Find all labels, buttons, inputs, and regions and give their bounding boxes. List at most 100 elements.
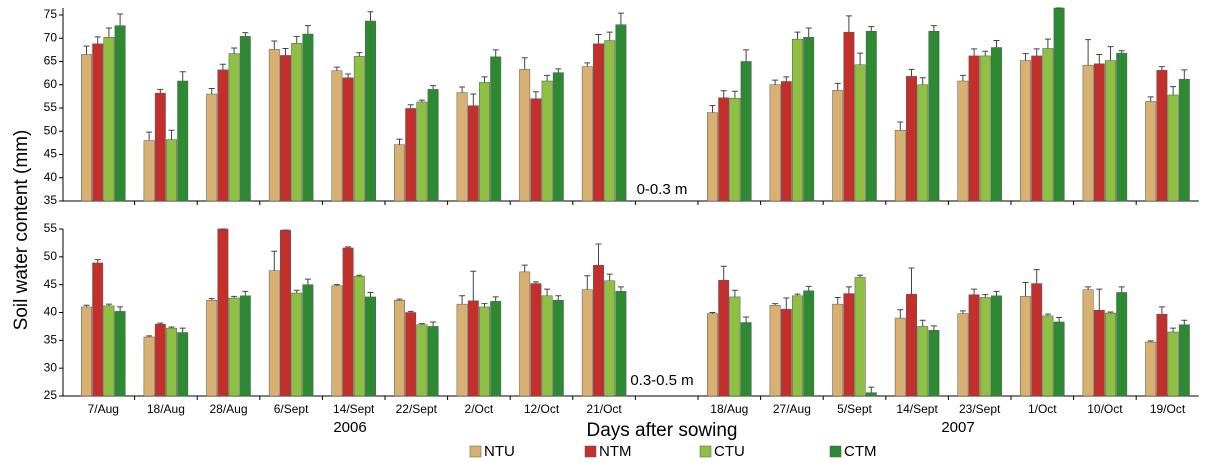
bar bbox=[707, 112, 718, 202]
error-bar bbox=[845, 286, 852, 294]
error-bar bbox=[1056, 317, 1063, 322]
bar bbox=[832, 303, 844, 397]
y-tick-label: 75 bbox=[44, 7, 58, 21]
bar bbox=[331, 70, 343, 202]
error-bar bbox=[606, 273, 613, 281]
bar bbox=[740, 61, 752, 202]
x-tick-label: 18/Aug bbox=[710, 402, 748, 416]
error-bar bbox=[179, 71, 186, 82]
bar bbox=[718, 279, 730, 397]
error-bar bbox=[179, 327, 186, 333]
bar bbox=[416, 324, 428, 397]
bar bbox=[427, 326, 439, 397]
error-bar bbox=[805, 27, 812, 38]
error-bar bbox=[709, 105, 716, 113]
error-bar bbox=[1085, 286, 1092, 290]
x-tick-label: 14/Sept bbox=[896, 402, 938, 416]
bar bbox=[917, 84, 929, 202]
y-tick-label: 35 bbox=[44, 333, 58, 347]
error-bar bbox=[117, 13, 124, 26]
bar bbox=[1093, 63, 1105, 202]
bar bbox=[917, 326, 929, 397]
error-bar bbox=[982, 50, 989, 56]
error-bar bbox=[157, 88, 164, 94]
error-bar bbox=[743, 49, 750, 62]
error-bar bbox=[1147, 340, 1154, 343]
error-bar bbox=[555, 295, 562, 301]
error-bar bbox=[595, 243, 602, 266]
bar bbox=[729, 296, 741, 397]
bar bbox=[114, 25, 126, 202]
bar bbox=[928, 330, 940, 397]
error-bar bbox=[356, 274, 363, 277]
legend-swatch bbox=[469, 445, 482, 458]
error-bar bbox=[105, 303, 112, 306]
error-bar bbox=[430, 85, 437, 90]
bar bbox=[519, 69, 531, 202]
bar bbox=[1020, 296, 1031, 397]
bar bbox=[843, 31, 855, 202]
y-tick-label: 30 bbox=[44, 360, 58, 374]
error-bar bbox=[271, 40, 278, 50]
error-bar bbox=[532, 91, 539, 99]
bar bbox=[1167, 331, 1179, 397]
bar bbox=[92, 43, 104, 202]
bar bbox=[769, 84, 781, 202]
bar bbox=[707, 313, 718, 397]
bar bbox=[353, 276, 365, 397]
error-bar bbox=[709, 312, 716, 314]
bar bbox=[268, 270, 280, 397]
bar bbox=[1082, 289, 1094, 397]
bar bbox=[843, 293, 855, 397]
bar bbox=[490, 56, 502, 202]
bar bbox=[615, 24, 627, 202]
bar bbox=[217, 228, 229, 397]
error-bar bbox=[868, 386, 875, 393]
bar bbox=[792, 38, 803, 202]
bar bbox=[81, 54, 92, 202]
bar bbox=[740, 322, 752, 397]
error-bar bbox=[908, 267, 915, 295]
error-bar bbox=[242, 32, 249, 37]
bar bbox=[1105, 60, 1116, 202]
error-bar bbox=[271, 250, 278, 271]
bar bbox=[906, 76, 917, 202]
bar bbox=[615, 291, 627, 397]
error-bar bbox=[794, 293, 801, 296]
bar bbox=[979, 55, 991, 202]
error-bar bbox=[930, 325, 937, 331]
x-tick-label: 14/Sept bbox=[333, 402, 375, 416]
bar bbox=[302, 33, 314, 202]
bar bbox=[1042, 48, 1054, 202]
year-label: 2007 bbox=[941, 419, 974, 436]
error-bar bbox=[481, 303, 488, 307]
bar bbox=[957, 80, 969, 202]
error-bar bbox=[897, 309, 904, 319]
error-bar bbox=[168, 129, 175, 140]
bar bbox=[593, 43, 604, 202]
error-bar bbox=[242, 290, 249, 296]
y-tick-label: 40 bbox=[44, 305, 58, 319]
bar bbox=[427, 89, 439, 202]
x-tick-label: 12/Oct bbox=[524, 402, 560, 416]
error-bar bbox=[595, 34, 602, 44]
error-bar bbox=[1158, 66, 1165, 71]
bar bbox=[1053, 321, 1065, 397]
bar bbox=[1178, 324, 1190, 397]
bar bbox=[865, 392, 877, 397]
error-bar bbox=[83, 304, 90, 307]
error-bar bbox=[83, 45, 90, 55]
error-bar bbox=[470, 93, 477, 106]
error-bar bbox=[555, 68, 562, 73]
bar bbox=[979, 297, 991, 397]
bar bbox=[154, 92, 166, 202]
x-tick-label: 22/Sept bbox=[396, 402, 438, 416]
bar bbox=[467, 105, 479, 202]
bar bbox=[906, 293, 917, 397]
bar bbox=[456, 303, 468, 397]
bar bbox=[1020, 60, 1031, 202]
bar bbox=[331, 285, 343, 397]
error-bar bbox=[834, 296, 841, 305]
bar bbox=[342, 77, 354, 202]
legend-swatch bbox=[699, 445, 712, 458]
